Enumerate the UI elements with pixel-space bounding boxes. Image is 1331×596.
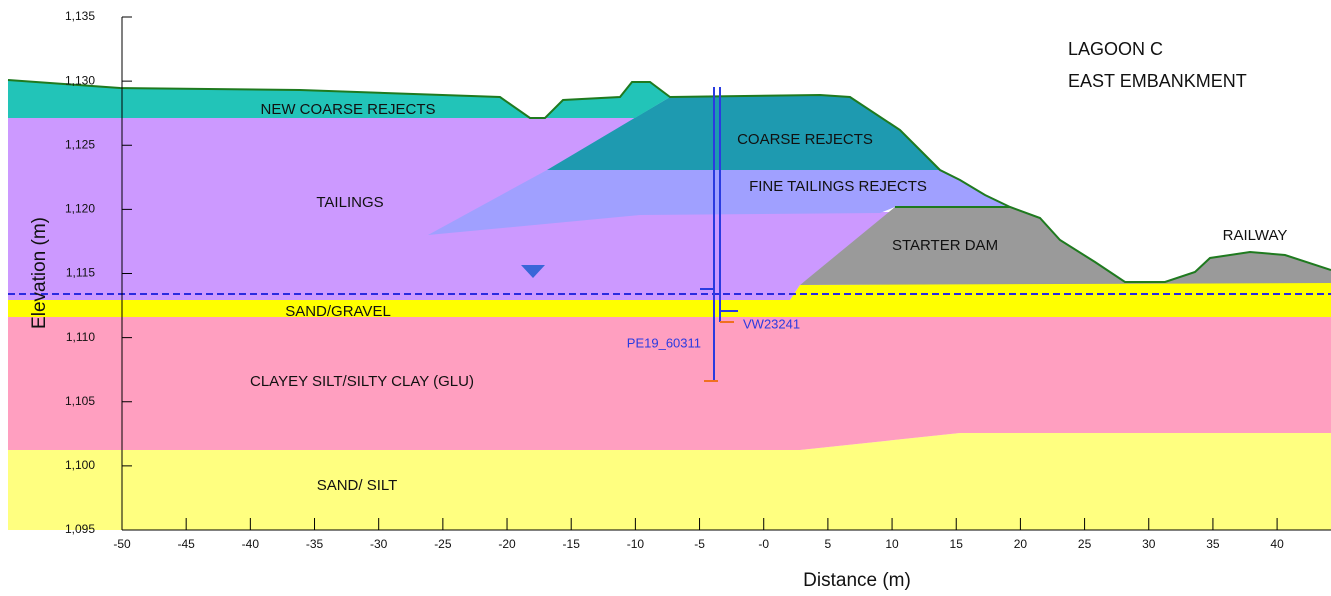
layer-label: RAILWAY [1223, 227, 1288, 244]
x-tick-label: -50 [113, 537, 131, 551]
x-tick-label: -5 [694, 537, 705, 551]
layer-label: CLAYEY SILT/SILTY CLAY (GLU) [250, 373, 474, 390]
y-tick-label: 1,115 [66, 266, 95, 280]
clayey-silt-layer [8, 317, 1331, 450]
x-tick-label: 5 [825, 537, 832, 551]
y-tick-label: 1,100 [65, 458, 95, 472]
layer-label: FINE TAILINGS REJECTS [749, 178, 927, 195]
x-tick-label: -25 [434, 537, 452, 551]
y-tick-label: 1,120 [65, 202, 95, 216]
layer-label: COARSE REJECTS [737, 131, 873, 148]
sand-gravel-layer [8, 282, 1331, 317]
x-tick-label: 30 [1142, 537, 1156, 551]
x-tick-label: -20 [498, 537, 516, 551]
x-tick-label: -15 [563, 537, 581, 551]
y-tick-label: 1,125 [65, 137, 95, 151]
sand-silt-layer [8, 433, 1331, 530]
y-tick-label: 1,105 [65, 394, 95, 408]
y-tick-label: 1,135 [65, 9, 95, 23]
instrument-label: PE19_60311 [627, 335, 701, 350]
coarse-rejects-layer [547, 95, 940, 170]
ground-surface [7, 79, 1331, 283]
x-tick-label: -0 [758, 537, 769, 551]
title: EAST EMBANKMENT [1068, 71, 1247, 91]
x-tick-label: -10 [627, 537, 645, 551]
x-tick-label: -35 [306, 537, 324, 551]
x-tick-label: 35 [1206, 537, 1220, 551]
x-tick-label: 40 [1270, 537, 1284, 551]
y-tick-label: 1,130 [65, 73, 95, 87]
instrument-label: VW23241 [743, 316, 800, 331]
x-tick-label: 10 [885, 537, 899, 551]
layer-label: STARTER DAM [892, 237, 998, 254]
y-tick-label: 1,110 [66, 330, 95, 344]
y-axis-label: Elevation (m) [29, 217, 50, 329]
x-tick-label: 25 [1078, 537, 1092, 551]
x-tick-label: -30 [370, 537, 388, 551]
water-table-symbol [521, 265, 545, 278]
x-tick-label: -40 [242, 537, 260, 551]
layer-label: SAND/ SILT [317, 477, 398, 494]
x-tick-label: 15 [950, 537, 964, 551]
starter-dam-layer [800, 207, 1331, 285]
x-tick-label: 20 [1014, 537, 1028, 551]
title: LAGOON C [1068, 39, 1163, 59]
x-tick-label: -45 [178, 537, 196, 551]
layer-label: NEW COARSE REJECTS [260, 101, 435, 118]
y-tick-label: 1,095 [65, 522, 95, 536]
x-axis-label: Distance (m) [803, 570, 911, 591]
layer-label: TAILINGS [316, 194, 383, 211]
layers [7, 79, 1331, 530]
layer-label: SAND/GRAVEL [285, 303, 391, 320]
